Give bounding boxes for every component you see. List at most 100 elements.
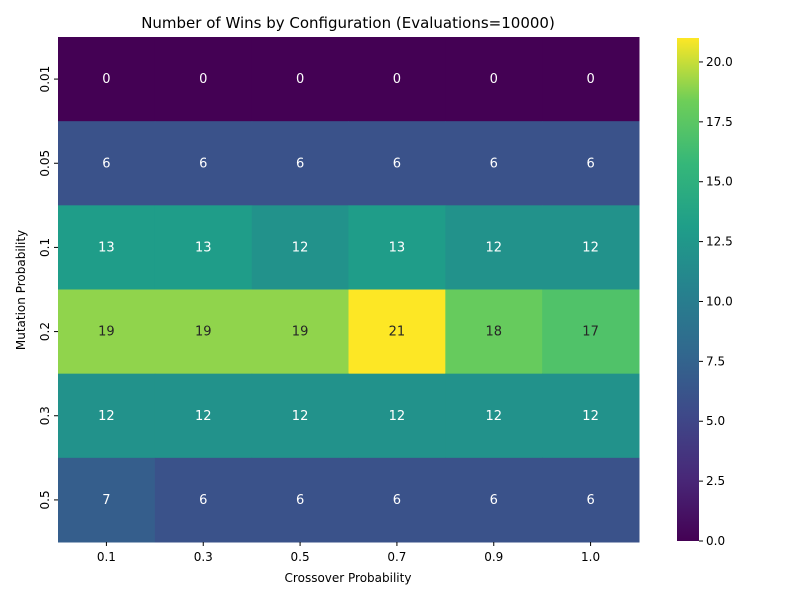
y-tick-label: 0.3: [38, 406, 52, 425]
x-tick-label: 0.5: [291, 550, 310, 564]
cell-value-label: 6: [199, 493, 207, 508]
x-tick-label: 1.0: [581, 550, 600, 564]
y-tick-label: 0.5: [38, 490, 52, 509]
heatmap-cell: [154, 37, 253, 122]
cell-value-label: 0: [102, 72, 110, 87]
cell-value-label: 12: [98, 409, 115, 424]
y-tick-label: 0.05: [38, 150, 52, 177]
cell-value-label: 12: [292, 240, 309, 255]
y-tick-label: 0.01: [38, 66, 52, 93]
heatmap-cell: [445, 205, 543, 290]
heatmap-cell: [58, 205, 156, 290]
heatmap-cell: [542, 373, 640, 459]
heatmap-cell: [542, 289, 640, 375]
x-tick-label: 0.1: [97, 550, 116, 564]
heatmap-cell: [58, 37, 156, 122]
cell-value-label: 19: [292, 325, 309, 340]
cell-value-label: 12: [485, 409, 502, 424]
colorbar-ticks: 0.0 2.5 5.0 7.5 10.0 12.5 15.0 17.5 20.0: [699, 55, 733, 548]
heatmap-cell: [542, 457, 640, 543]
cell-value-label: 6: [393, 156, 401, 171]
cell-value-label: 0: [490, 72, 498, 87]
colorbar-tick-label: 0.0: [706, 534, 725, 548]
cell-value-label: 13: [98, 240, 115, 255]
heatmap-cell: [445, 457, 543, 543]
heatmap-cell: [58, 121, 156, 206]
heatmap-cell: [445, 37, 543, 122]
cell-value-label: 6: [490, 156, 498, 171]
heatmap-cell: [348, 205, 446, 290]
cell-value-label: 0: [586, 72, 594, 87]
heatmap-cell: [251, 373, 349, 459]
y-tick-label: 0.2: [38, 322, 52, 341]
heatmap-cell: [154, 457, 253, 543]
cell-value-label: 12: [292, 409, 309, 424]
cell-value-label: 12: [485, 240, 502, 255]
colorbar-tick-label: 2.5: [706, 474, 725, 488]
cell-value-label: 6: [586, 493, 594, 508]
heatmap-cell: [154, 121, 253, 206]
cell-value-label: 12: [195, 409, 212, 424]
cell-value-label: 13: [389, 240, 406, 255]
x-tick-label: 0.3: [194, 550, 213, 564]
cell-value-label: 0: [296, 72, 304, 87]
cell-value-label: 6: [586, 156, 594, 171]
cell-value-label: 19: [98, 325, 115, 340]
chart-title: Number of Wins by Configuration (Evaluat…: [141, 14, 555, 32]
cell-value-label: 12: [389, 409, 406, 424]
cell-value-label: 6: [102, 156, 110, 171]
heatmap-cell: [58, 373, 156, 459]
cell-value-label: 12: [582, 240, 599, 255]
heatmap-cell: [58, 457, 156, 543]
colorbar-tick-label: 5.0: [706, 414, 725, 428]
heatmap-cell: [154, 289, 253, 375]
y-axis-label: Mutation Probability: [14, 230, 28, 350]
colorbar-tick-label: 15.0: [706, 175, 733, 189]
heatmap-cell: [348, 457, 446, 543]
heatmap-cell: [542, 37, 640, 122]
cell-value-label: 7: [102, 493, 110, 508]
heatmap-cell: [542, 121, 640, 206]
cell-value-label: 13: [195, 240, 212, 255]
heatmap-cell: [154, 373, 253, 459]
cell-value-label: 6: [296, 493, 304, 508]
heatmap-cell: [58, 289, 156, 375]
y-tick-label: 0.1: [38, 238, 52, 257]
heatmap-cell: [445, 373, 543, 459]
cell-value-label: 6: [296, 156, 304, 171]
heatmap-cell: [542, 205, 640, 290]
heatmap-cell: [251, 457, 349, 543]
cell-value-label: 21: [389, 325, 406, 340]
x-tick-label: 0.7: [387, 550, 406, 564]
heatmap-cell: [251, 289, 349, 375]
cell-value-label: 0: [199, 72, 207, 87]
x-tick-label: 0.9: [484, 550, 503, 564]
cell-value-label: 18: [485, 325, 502, 340]
cell-value-label: 6: [199, 156, 207, 171]
heatmap-cells: [58, 37, 640, 543]
heatmap-cell: [251, 37, 349, 122]
heatmap-cell: [251, 205, 349, 290]
cell-value-label: 6: [490, 493, 498, 508]
heatmap-cell: [154, 205, 253, 290]
heatmap-cell: [251, 121, 349, 206]
cell-value-label: 0: [393, 72, 401, 87]
heatmap-cell: [445, 121, 543, 206]
cell-value-label: 12: [582, 409, 599, 424]
heatmap-cell: [348, 37, 446, 122]
colorbar: [677, 38, 699, 541]
colorbar-tick-label: 7.5: [706, 354, 725, 368]
x-axis-label: Crossover Probability: [285, 571, 412, 585]
cell-value-label: 6: [393, 493, 401, 508]
heatmap-cell: [348, 373, 446, 459]
heatmap-cell: [445, 289, 543, 375]
colorbar-tick-label: 10.0: [706, 294, 733, 308]
cell-annotations: 0 0 0 0 0 0 6 6 6 6 6 6 13 13 12 13 12 12 19 19 19 21 18 17 12 12…: [98, 72, 599, 508]
heatmap-cell: [348, 121, 446, 206]
y-axis: 0.01 0.05 0.1 0.2 0.3 0.5: [38, 66, 58, 509]
cell-value-label: 19: [195, 325, 212, 340]
x-axis: 0.1 0.3 0.5 0.7 0.9 1.0: [97, 542, 600, 564]
heatmap-cell: [348, 289, 446, 375]
cell-value-label: 17: [582, 325, 599, 340]
